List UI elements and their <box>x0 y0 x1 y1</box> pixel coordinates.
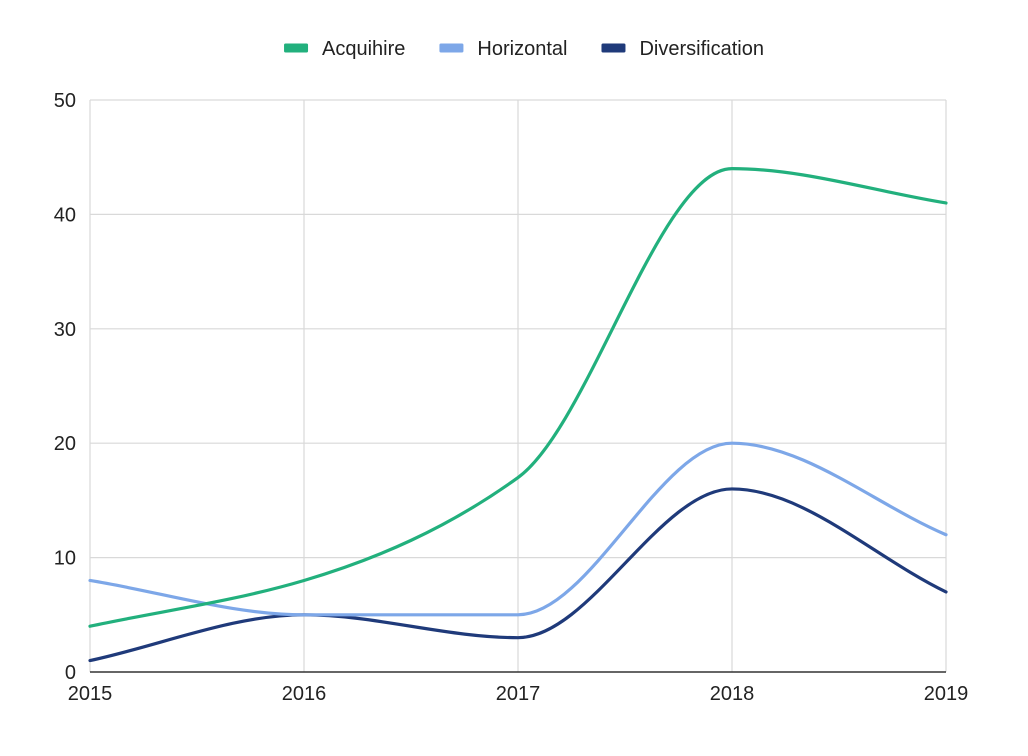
series-line-acquihire <box>88 167 948 628</box>
x-tick-label: 2015 <box>68 683 113 705</box>
legend-label: Horizontal <box>477 38 567 60</box>
y-tick-label: 0 <box>65 662 76 684</box>
x-tick-label: 2017 <box>496 683 541 705</box>
legend-label: Diversification <box>639 38 763 60</box>
legend-item-diversification: Diversification <box>601 38 764 60</box>
y-tick-label: 40 <box>54 204 76 226</box>
x-tick-label: 2016 <box>282 683 327 705</box>
series-line-diversification <box>88 487 948 663</box>
series-layer <box>88 167 948 663</box>
y-tick-label: 30 <box>54 319 76 341</box>
tick-labels: 0 10 20 30 40 50 2015 2016 2017 2018 2019 <box>54 90 969 705</box>
y-tick-label: 20 <box>54 433 76 455</box>
legend-swatch <box>601 43 626 53</box>
x-tick-label: 2019 <box>924 683 969 705</box>
legend: Acquihire Horizontal Diversification <box>284 38 764 60</box>
grid-layer <box>89 99 947 672</box>
legend-item-acquihire: Acquihire <box>284 38 405 60</box>
legend-label: Acquihire <box>322 38 405 60</box>
y-tick-label: 50 <box>54 90 76 112</box>
legend-swatch <box>439 43 464 53</box>
legend-swatch <box>284 43 309 53</box>
series-line-horizontal <box>88 441 948 617</box>
x-tick-label: 2018 <box>710 683 755 705</box>
legend-item-horizontal: Horizontal <box>439 38 567 60</box>
y-tick-label: 10 <box>54 548 76 570</box>
